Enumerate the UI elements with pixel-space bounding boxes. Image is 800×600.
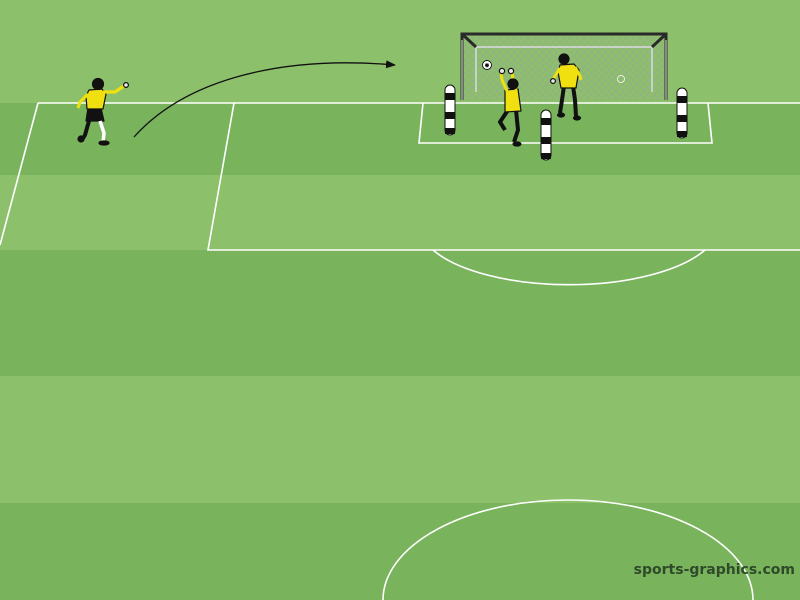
pitch-markings <box>0 102 800 600</box>
watermark-text: sports-graphics.com <box>633 562 795 578</box>
goalkeeper-leg <box>558 85 566 114</box>
goalkeeper-icon <box>498 67 522 147</box>
player-arm <box>103 84 125 94</box>
goalkeeper-leg <box>512 109 520 143</box>
penalty-arc <box>432 249 706 286</box>
goalkeeper-glove <box>498 67 506 75</box>
mannequin-icon <box>540 109 552 161</box>
grass-stripe <box>0 376 800 503</box>
net-ball-mark <box>617 75 625 83</box>
mannequin-icon <box>676 87 688 139</box>
goalkeeper-glove <box>507 67 515 75</box>
goalkeeper-glove <box>549 77 556 84</box>
soccer-ball-icon <box>482 60 492 70</box>
player-boot <box>77 135 85 143</box>
arrow-icon <box>133 60 396 138</box>
player-head <box>91 77 105 91</box>
goalkeeper-head <box>507 78 519 90</box>
grass-stripe <box>0 103 800 175</box>
player-boot <box>98 140 110 146</box>
goalkeeper-arm <box>573 66 583 81</box>
grass-stripe <box>0 175 800 250</box>
player-icon <box>76 77 129 146</box>
grass-stripe <box>0 503 800 600</box>
corner-side-line <box>0 102 39 246</box>
goalkeeper-head <box>558 53 570 65</box>
goalkeeper-arm <box>499 71 509 92</box>
goalkeeper-boot <box>556 112 566 118</box>
goalkeeper-icon <box>549 53 583 121</box>
player-arm <box>76 92 90 109</box>
goalkeeper-boot <box>572 115 582 121</box>
goalkeeper-leg <box>498 108 510 132</box>
goal-area <box>418 102 713 144</box>
goal-post-highlight <box>461 40 667 100</box>
penalty-box <box>207 102 800 251</box>
player-leg <box>98 120 106 143</box>
player-hand <box>122 81 129 88</box>
player-shorts <box>85 107 105 122</box>
mannequin-icon <box>444 84 456 136</box>
goalkeeper-boot <box>512 141 522 147</box>
goalkeeper-jersey <box>504 88 522 113</box>
grass-stripe <box>0 250 800 376</box>
goalkeeper-leg <box>571 85 578 117</box>
center-circle <box>382 499 754 600</box>
